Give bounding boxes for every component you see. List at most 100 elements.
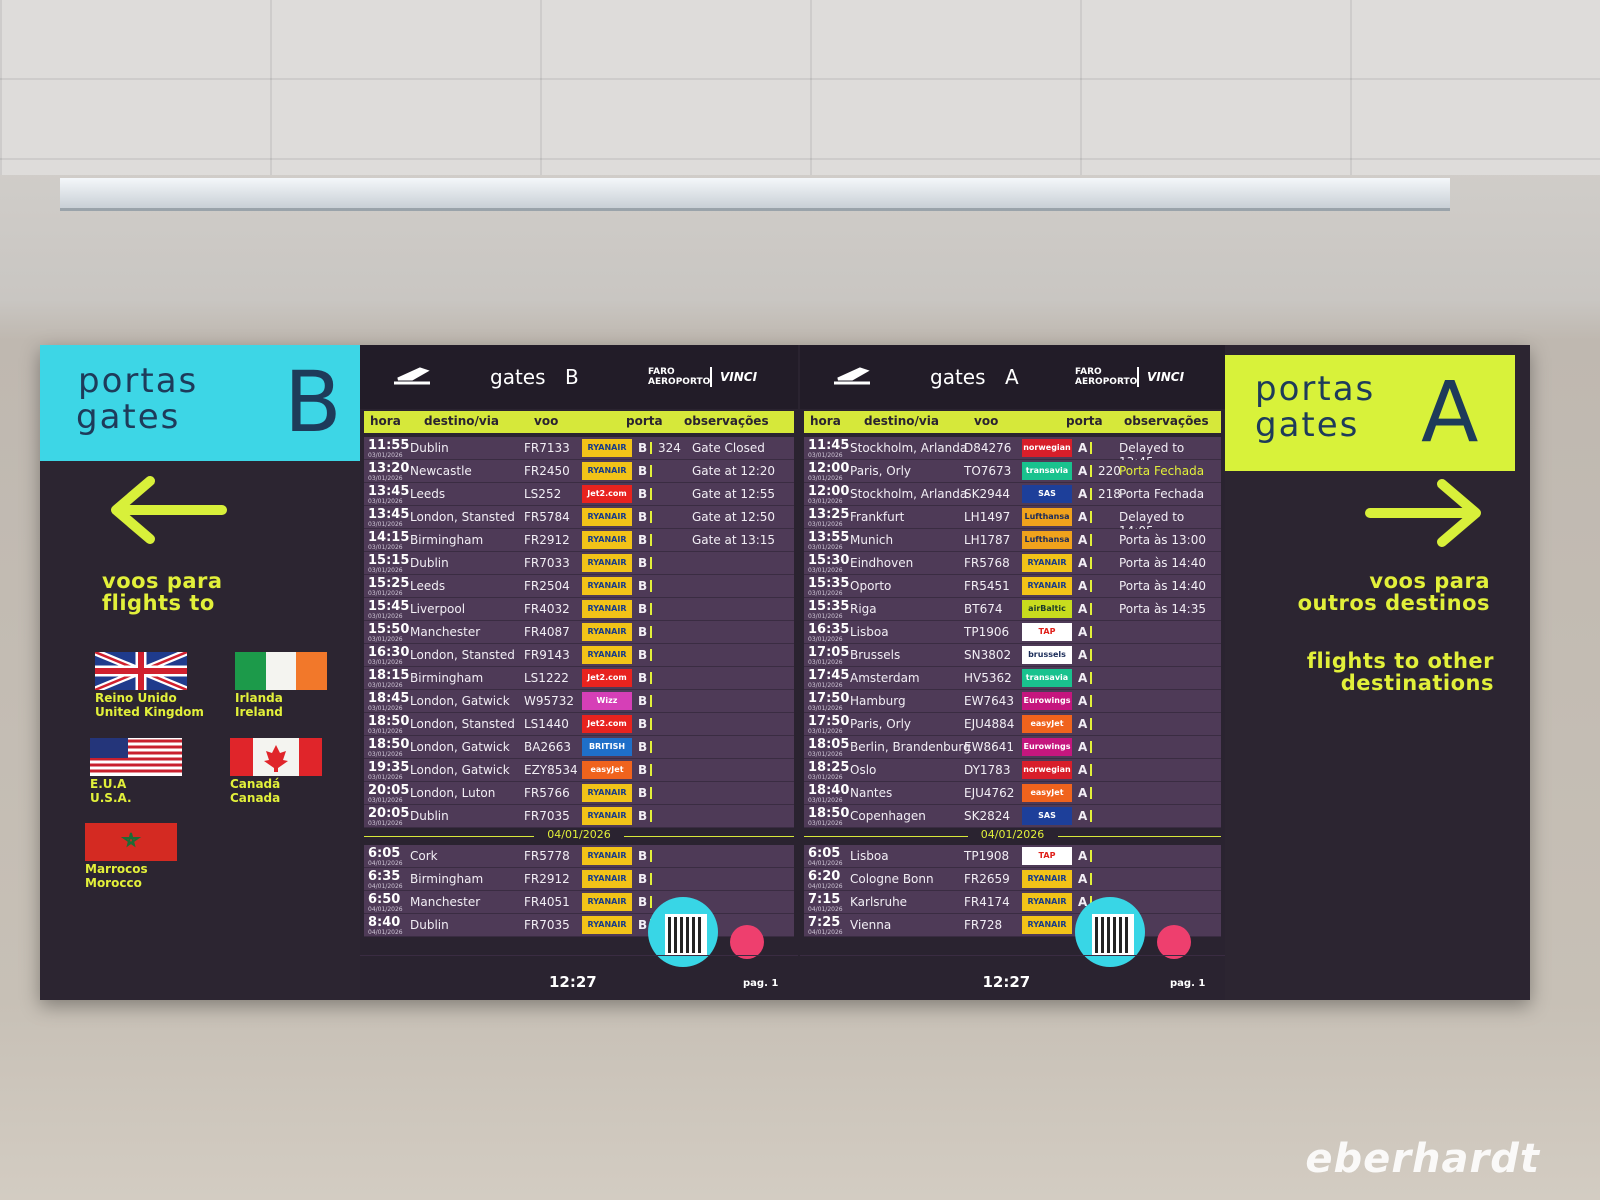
right-panel: portas gates A voos para outros destinos… <box>1225 345 1530 1000</box>
flight-number: FR5778 <box>524 849 570 863</box>
clock: 12:27 <box>982 973 1031 991</box>
airline-logo: Wizz <box>582 692 632 710</box>
row-date: 03/01/2026 <box>368 797 403 804</box>
gate-bar <box>1090 810 1092 822</box>
airline-logo: RYANAIR <box>582 554 632 572</box>
flight-row: 7:15 04/01/2026 Karlsruhe FR4174 RYANAIR A <box>804 891 1221 914</box>
row-date: 04/01/2026 <box>808 860 843 867</box>
destination: Frankfurt <box>850 510 905 524</box>
flight-number: EJU4762 <box>964 786 1015 800</box>
row-date: 04/01/2026 <box>808 883 843 890</box>
flight-row: 17:05 03/01/2026 Brussels SN3802 brussels A <box>804 644 1221 667</box>
destination: London, Gatwick <box>410 694 510 708</box>
flight-number: BA2663 <box>524 740 571 754</box>
departure-time: 7:25 <box>808 915 841 930</box>
title-en: gates <box>76 397 181 437</box>
flight-number: TP1908 <box>964 849 1010 863</box>
destination: London, Gatwick <box>410 763 510 777</box>
departure-time: 17:50 <box>808 714 850 729</box>
destination: Karlsruhe <box>850 895 908 909</box>
flag-orange <box>296 652 327 690</box>
flight-row: 18:50 03/01/2026 London, Stansted LS1440 Jet… <box>364 713 794 736</box>
remark: Porta às 13:00 <box>1119 533 1206 547</box>
flag-canton <box>90 738 128 758</box>
gate: A <box>1078 895 1088 909</box>
destination: Stockholm, Arlanda <box>850 441 968 455</box>
flight-number: FR5784 <box>524 510 570 524</box>
departure-time: 18:40 <box>808 783 850 798</box>
title-en: gates <box>1255 405 1360 445</box>
flight-number: FR4032 <box>524 602 570 616</box>
country-pt: Marrocos <box>85 862 148 876</box>
separator-line <box>1057 836 1221 837</box>
country-pt: E.U.A <box>90 777 127 791</box>
gate: A <box>1078 533 1088 547</box>
flight-number: LS1222 <box>524 671 569 685</box>
row-date: 03/01/2026 <box>368 659 403 666</box>
departure-time: 15:45 <box>368 599 410 614</box>
operator: VINCI <box>1147 370 1185 384</box>
flight-number: FR2450 <box>524 464 570 478</box>
flight-row: 15:35 03/01/2026 Oporto FR5451 RYANAIR A Porta… <box>804 575 1221 598</box>
remark: Porta às 14:40 <box>1119 579 1206 593</box>
gate: B <box>638 717 648 731</box>
flight-row: 11:45 03/01/2026 Stockholm, Arlanda D84276 n… <box>804 437 1221 469</box>
brand-divider <box>1137 367 1139 387</box>
row-date: 03/01/2026 <box>368 705 403 712</box>
column-label: porta <box>626 414 663 428</box>
country-pt: Irlanda <box>235 691 283 705</box>
flight-number: LH1787 <box>964 533 1011 547</box>
qr-bubble <box>1075 897 1145 967</box>
departure-time: 19:35 <box>368 760 410 775</box>
airline-logo: RYANAIR <box>582 508 632 526</box>
row-date: 04/01/2026 <box>808 929 843 936</box>
gate: A <box>1078 625 1088 639</box>
departure-time: 13:55 <box>808 530 850 545</box>
brand-top: FARO <box>1075 367 1102 377</box>
remark: Porta às 14:35 <box>1119 602 1206 616</box>
departure-time: 11:45 <box>808 438 850 453</box>
clock: 12:27 <box>549 973 597 991</box>
display-screen: portas gates B voos para flights to Rein… <box>40 345 1530 1000</box>
gate-letter: B <box>284 353 342 451</box>
gate-bar <box>650 626 652 638</box>
remark: Porta às 14:40 <box>1119 556 1206 570</box>
gate: B <box>638 579 648 593</box>
airline-logo: RYANAIR <box>582 807 632 825</box>
airline-logo: Eurowings <box>1022 738 1072 756</box>
gate-bar <box>1090 465 1092 477</box>
gate-bar <box>650 442 652 454</box>
flight-row: 13:45 03/01/2026 London, Stansted FR5784 RYA… <box>364 506 794 529</box>
flag-morocco <box>85 823 177 861</box>
row-date: 03/01/2026 <box>808 498 843 505</box>
destination: Manchester <box>410 625 481 639</box>
gate: A <box>1078 763 1088 777</box>
destination: Munich <box>850 533 894 547</box>
remark: Gate at 12:50 <box>692 510 776 524</box>
gate-bar <box>1090 580 1092 592</box>
departure-time: 17:45 <box>808 668 850 683</box>
destination: Paris, Orly <box>850 464 912 478</box>
column-label: destino/via <box>864 414 939 428</box>
qr-code <box>665 914 707 956</box>
gate-bar <box>1090 873 1092 885</box>
title-pt: portas <box>78 361 199 401</box>
row-date: 03/01/2026 <box>808 452 843 459</box>
flight-row: 11:55 03/01/2026 Dublin FR7133 RYANAIR B 324 Ga… <box>364 437 794 460</box>
flight-number: DY1783 <box>964 763 1011 777</box>
airline-logo: RYANAIR <box>1022 916 1072 934</box>
row-date: 03/01/2026 <box>808 613 843 620</box>
flight-number: LS252 <box>524 487 562 501</box>
flight-row: 18:40 03/01/2026 Nantes EJU4762 easyJet A <box>804 782 1221 805</box>
airline-logo: RYANAIR <box>582 646 632 664</box>
gate-bar <box>1090 718 1092 730</box>
watermark: eberhardt <box>1305 1136 1540 1182</box>
airline-logo: Jet2.com <box>582 485 632 503</box>
destination: Birmingham <box>410 533 484 547</box>
gate: A <box>1078 786 1088 800</box>
separator-line <box>804 836 968 837</box>
column-label: voo <box>974 414 999 428</box>
gate-bar <box>650 718 652 730</box>
gate-bar <box>650 787 652 799</box>
flight-row: 16:35 03/01/2026 Lisboa TP1906 TAP A <box>804 621 1221 644</box>
